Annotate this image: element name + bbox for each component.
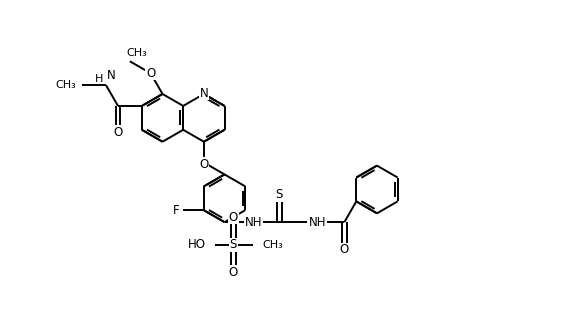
Text: O: O	[229, 266, 238, 279]
Text: HO: HO	[188, 238, 206, 252]
Text: S: S	[276, 188, 283, 201]
Text: O: O	[200, 158, 209, 171]
Text: F: F	[173, 204, 179, 217]
Text: H: H	[96, 73, 104, 84]
Text: CH₃: CH₃	[55, 80, 76, 90]
Text: NH: NH	[309, 216, 326, 229]
Text: CH₃: CH₃	[127, 48, 147, 58]
Text: O: O	[114, 126, 123, 139]
Text: O: O	[146, 67, 155, 80]
Text: S: S	[230, 238, 237, 252]
Text: O: O	[340, 243, 349, 256]
Text: N: N	[200, 87, 209, 100]
Text: N: N	[107, 69, 116, 82]
Text: NH: NH	[245, 216, 262, 229]
Text: CH₃: CH₃	[262, 240, 283, 250]
Text: O: O	[229, 211, 238, 224]
